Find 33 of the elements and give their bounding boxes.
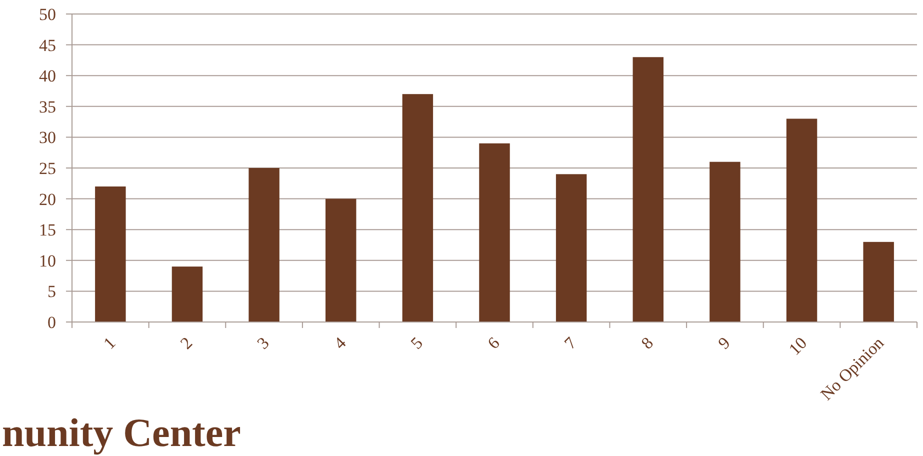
bar — [402, 94, 434, 322]
x-tick-label: 1 — [100, 333, 120, 353]
y-tick-label: 5 — [48, 282, 56, 302]
y-tick-label: 40 — [39, 66, 56, 86]
bar — [172, 266, 203, 322]
x-tick-label: 8 — [638, 333, 657, 353]
x-tick-label: 6 — [484, 333, 504, 353]
x-tick-label: 3 — [253, 333, 273, 353]
x-tick-label: 10 — [785, 333, 811, 359]
bar — [95, 186, 126, 322]
y-tick-label: 0 — [48, 312, 56, 332]
y-tick-label: 35 — [39, 97, 56, 116]
bar — [556, 174, 587, 322]
text: nunity Center — [2, 410, 241, 455]
y-tick-label: 15 — [39, 220, 56, 240]
y-tick-label: 30 — [39, 128, 56, 148]
y-tick-label: 25 — [39, 158, 56, 178]
y-tick-label: 45 — [39, 36, 56, 55]
bar — [632, 57, 664, 322]
bar — [248, 168, 280, 322]
bar — [863, 242, 894, 322]
x-tick-label: 5 — [407, 333, 427, 353]
bar — [326, 198, 356, 322]
x-tick-label: 2 — [176, 333, 196, 353]
y-tick-label: 20 — [39, 190, 56, 209]
y-tick-label: 10 — [39, 251, 56, 270]
x-tick-label: 9 — [714, 333, 734, 353]
bar — [786, 118, 818, 322]
bar — [710, 162, 740, 322]
x-tick-label: 4 — [330, 333, 350, 353]
x-tick-label: 7 — [560, 333, 580, 353]
bar — [479, 143, 510, 322]
y-tick-label: 50 — [39, 4, 56, 24]
